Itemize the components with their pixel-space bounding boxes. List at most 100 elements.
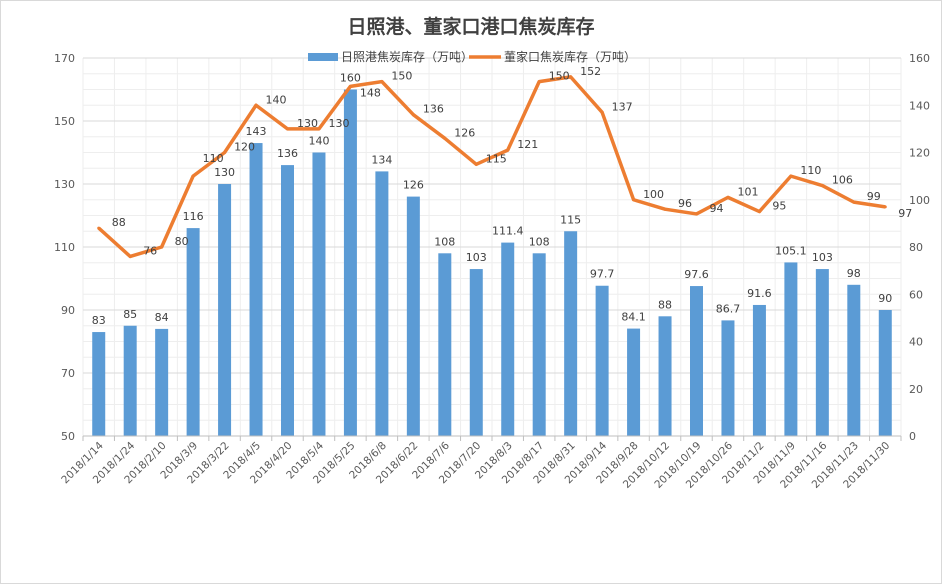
bar bbox=[406, 196, 420, 436]
right-axis-tick-label: 160 bbox=[909, 52, 930, 65]
bar bbox=[658, 316, 672, 436]
bar-series bbox=[92, 89, 892, 437]
bar-data-label: 98 bbox=[847, 267, 861, 280]
chart-title: 日照港、董家口港口焦炭库存 bbox=[347, 15, 594, 38]
bar-data-label: 126 bbox=[403, 179, 424, 192]
left-axis-tick-label: 130 bbox=[54, 178, 75, 191]
line-point bbox=[411, 113, 415, 117]
line-point bbox=[286, 127, 289, 131]
line-point bbox=[757, 210, 761, 214]
line-point bbox=[254, 103, 258, 107]
bar-data-label: 85 bbox=[123, 308, 137, 321]
line-data-label: 100 bbox=[643, 188, 664, 201]
right-axis-tick-label: 140 bbox=[909, 99, 930, 112]
bar bbox=[564, 231, 578, 436]
line-point bbox=[852, 200, 856, 204]
line-point bbox=[632, 198, 636, 202]
line-data-label: 106 bbox=[832, 174, 853, 187]
line-data-label: 140 bbox=[266, 93, 287, 106]
bar-data-label: 84.1 bbox=[621, 311, 646, 324]
bar-data-label: 111.4 bbox=[492, 225, 524, 238]
line-point bbox=[695, 212, 698, 216]
line-data-label: 115 bbox=[486, 152, 507, 165]
line-point bbox=[443, 136, 447, 140]
line-data-label: 136 bbox=[423, 103, 444, 116]
bar-data-label: 130 bbox=[214, 166, 235, 179]
bar-data-label: 91.6 bbox=[747, 287, 772, 300]
line-data-label: 76 bbox=[143, 244, 157, 257]
left-axis-tick-label: 110 bbox=[54, 241, 75, 254]
bar-data-label: 136 bbox=[277, 147, 298, 160]
bar-data-label: 97.6 bbox=[684, 268, 709, 281]
line-point bbox=[726, 195, 730, 199]
line-data-label: 101 bbox=[737, 185, 758, 198]
bar bbox=[815, 269, 829, 436]
bar bbox=[784, 262, 798, 436]
line-point bbox=[789, 174, 793, 178]
line-point bbox=[128, 254, 132, 258]
left-axis-tick-label: 90 bbox=[61, 304, 75, 317]
legend-line-label: 董家口焦炭库存（万吨） bbox=[504, 49, 636, 64]
bar bbox=[375, 171, 389, 436]
line-data-label: 97 bbox=[898, 207, 912, 220]
bar-data-label: 160 bbox=[340, 72, 361, 85]
data-labels: 83 85 84 116 130 143 136 140 160 134 126 108 103 111.… bbox=[92, 65, 913, 327]
bar-data-label: 140 bbox=[308, 135, 329, 148]
bar-data-label: 97.7 bbox=[590, 268, 615, 281]
bar bbox=[532, 253, 546, 436]
line-data-label: 137 bbox=[612, 100, 633, 113]
right-axis-tick-label: 60 bbox=[909, 288, 923, 301]
bar-data-label: 134 bbox=[371, 153, 392, 166]
line-data-label: 110 bbox=[203, 152, 224, 165]
bar bbox=[752, 304, 766, 436]
line-data-label: 120 bbox=[234, 141, 255, 154]
line-point bbox=[883, 205, 887, 209]
bar-data-label: 108 bbox=[434, 235, 455, 248]
bar bbox=[847, 284, 861, 436]
gridlines bbox=[82, 57, 902, 437]
legend-bar-label: 日照港焦炭库存（万吨） bbox=[341, 49, 473, 64]
line-point bbox=[474, 162, 478, 166]
bar bbox=[721, 320, 735, 436]
bar bbox=[501, 242, 515, 436]
bar bbox=[469, 269, 483, 436]
line-data-label: 110 bbox=[800, 164, 821, 177]
bar-data-label: 115 bbox=[560, 213, 581, 226]
left-axis-tick-label: 50 bbox=[61, 430, 75, 443]
line-data-label: 80 bbox=[175, 235, 189, 248]
bar bbox=[343, 89, 357, 436]
right-axis-tick-label: 40 bbox=[909, 336, 923, 349]
line-point bbox=[191, 174, 195, 178]
line-point bbox=[97, 226, 101, 230]
line-point bbox=[600, 110, 604, 114]
line-data-label: 94 bbox=[710, 202, 724, 215]
line-data-label: 130 bbox=[297, 117, 318, 130]
right-axis-tick-label: 120 bbox=[909, 147, 930, 160]
line-data-label: 96 bbox=[678, 197, 692, 210]
legend: 日照港焦炭库存（万吨） 董家口焦炭库存（万吨） bbox=[308, 49, 636, 64]
line-point bbox=[537, 80, 541, 84]
bar-data-label: 83 bbox=[92, 314, 106, 327]
line-data-label: 99 bbox=[867, 190, 881, 203]
left-axis-tick-label: 70 bbox=[61, 367, 75, 380]
bar bbox=[690, 286, 703, 436]
left-axis-tick-label: 170 bbox=[54, 52, 75, 65]
bar bbox=[281, 165, 294, 436]
left-axis-tick-label: 150 bbox=[54, 115, 75, 128]
line-data-label: 121 bbox=[517, 138, 538, 151]
bar bbox=[218, 184, 232, 436]
line-data-label: 152 bbox=[580, 65, 601, 78]
right-axis-tick-label: 100 bbox=[909, 194, 930, 207]
bar bbox=[123, 325, 137, 436]
bar-data-label: 90 bbox=[878, 292, 892, 305]
bar-data-label: 84 bbox=[155, 311, 169, 324]
line-data-label: 126 bbox=[454, 126, 475, 139]
line-data-label: 150 bbox=[549, 70, 570, 83]
line-point bbox=[317, 127, 321, 131]
bar bbox=[878, 310, 892, 436]
bar bbox=[249, 143, 263, 437]
right-axis-tick-label: 20 bbox=[909, 383, 923, 396]
bar-data-label: 103 bbox=[466, 251, 487, 264]
line-data-label: 95 bbox=[772, 200, 786, 213]
line-data-label: 150 bbox=[391, 70, 412, 83]
